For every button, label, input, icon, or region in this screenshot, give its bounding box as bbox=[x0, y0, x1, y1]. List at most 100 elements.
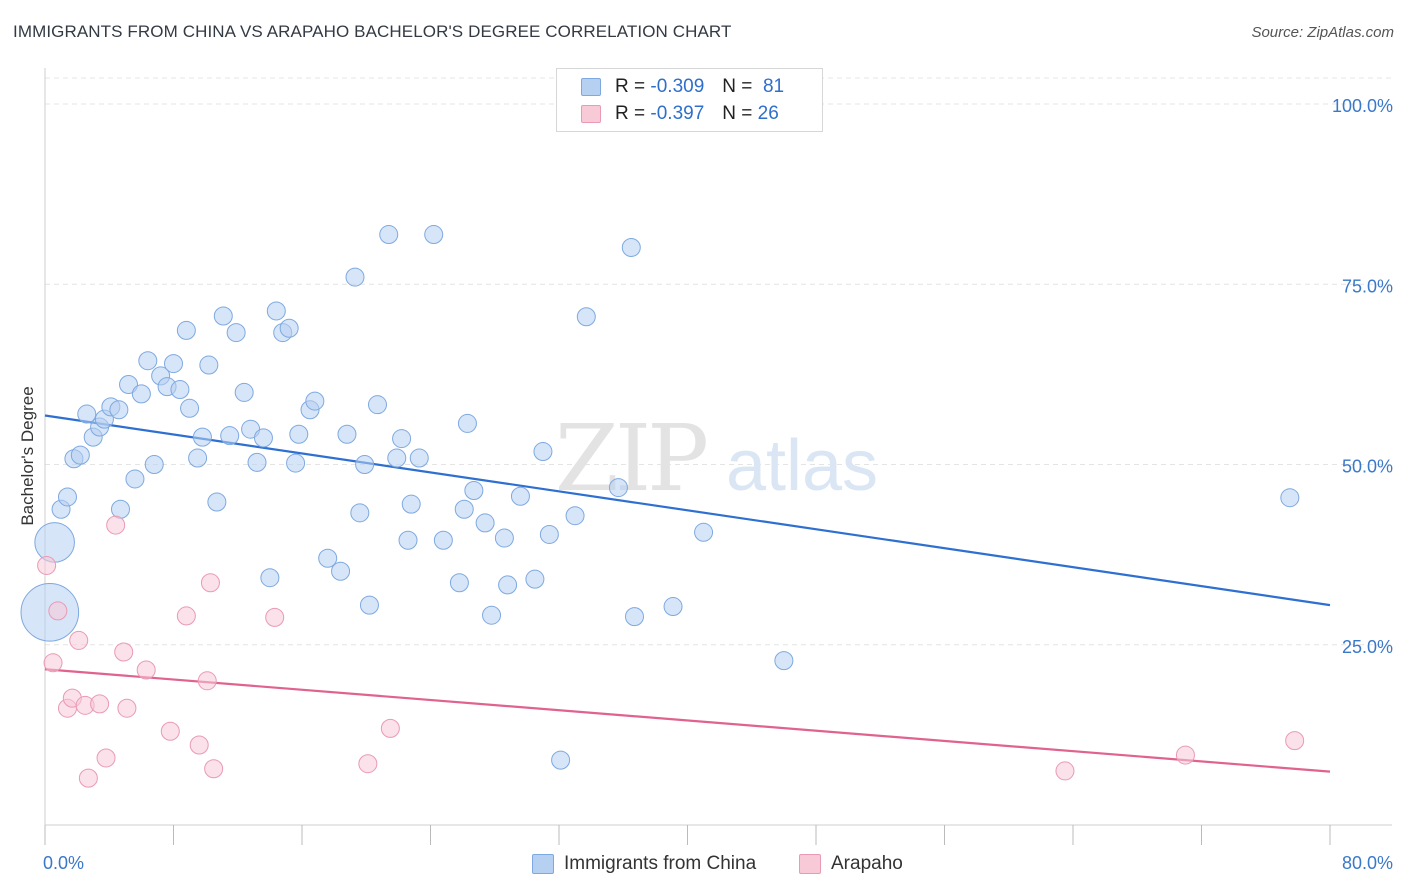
china-point[interactable] bbox=[482, 605, 502, 625]
china-point[interactable] bbox=[176, 320, 196, 340]
china-point[interactable] bbox=[266, 301, 286, 321]
china-point[interactable] bbox=[621, 238, 641, 258]
china-point[interactable] bbox=[192, 427, 212, 447]
china-point[interactable] bbox=[694, 522, 714, 542]
china-point[interactable] bbox=[188, 448, 208, 468]
china-point[interactable] bbox=[498, 575, 518, 595]
legend-item-arapaho[interactable]: Arapaho bbox=[799, 852, 903, 876]
china-point[interactable] bbox=[449, 573, 469, 593]
china-point[interactable] bbox=[119, 374, 139, 394]
china-point[interactable] bbox=[331, 561, 351, 581]
arapaho-point[interactable] bbox=[114, 642, 134, 662]
china-point[interactable] bbox=[576, 307, 596, 327]
arapaho-point[interactable] bbox=[136, 660, 156, 680]
china-point[interactable] bbox=[286, 453, 306, 473]
china-point[interactable] bbox=[289, 424, 309, 444]
china-point[interactable] bbox=[213, 306, 233, 326]
arapaho-point[interactable] bbox=[37, 555, 57, 575]
china-point[interactable] bbox=[77, 404, 97, 424]
china-point[interactable] bbox=[207, 492, 227, 512]
china-point[interactable] bbox=[234, 382, 254, 402]
china-swatch bbox=[581, 78, 601, 96]
china-point[interactable] bbox=[454, 499, 474, 519]
china-point[interactable] bbox=[367, 395, 387, 415]
arapaho-legend-swatch bbox=[799, 854, 821, 874]
arapaho-point[interactable] bbox=[200, 573, 220, 593]
arapaho-point[interactable] bbox=[1175, 745, 1195, 765]
china-point[interactable] bbox=[624, 607, 644, 627]
arapaho-point[interactable] bbox=[1055, 761, 1075, 781]
china-point[interactable] bbox=[131, 384, 151, 404]
china-point[interactable] bbox=[226, 323, 246, 343]
china-point[interactable] bbox=[305, 391, 325, 411]
arapaho-point[interactable] bbox=[69, 630, 89, 650]
china-point[interactable] bbox=[337, 424, 357, 444]
china-point[interactable] bbox=[608, 478, 628, 498]
arapaho-point[interactable] bbox=[1285, 731, 1305, 751]
china-point[interactable] bbox=[260, 568, 280, 588]
arapaho-point[interactable] bbox=[197, 671, 217, 691]
china-point[interactable] bbox=[392, 429, 412, 449]
china-point[interactable] bbox=[164, 354, 183, 374]
arapaho-point[interactable] bbox=[43, 653, 63, 673]
china-point[interactable] bbox=[199, 355, 219, 375]
china-point[interactable] bbox=[525, 569, 545, 589]
china-point[interactable] bbox=[433, 530, 453, 550]
china-point[interactable] bbox=[379, 225, 399, 245]
arapaho-point[interactable] bbox=[189, 735, 209, 755]
arapaho-point[interactable] bbox=[160, 721, 180, 741]
china-point[interactable] bbox=[409, 448, 429, 468]
china-point[interactable] bbox=[494, 528, 514, 548]
arapaho-point[interactable] bbox=[48, 601, 68, 621]
china-point[interactable] bbox=[510, 486, 530, 506]
china-point[interactable] bbox=[565, 506, 585, 526]
china-point[interactable] bbox=[424, 225, 444, 245]
china-point[interactable] bbox=[551, 750, 571, 770]
arapaho-point[interactable] bbox=[265, 607, 285, 627]
china-point[interactable] bbox=[279, 318, 299, 338]
watermark-atlas: atlas bbox=[726, 426, 878, 506]
china-point[interactable] bbox=[355, 455, 375, 475]
china-point[interactable] bbox=[34, 522, 75, 563]
china-point[interactable] bbox=[138, 351, 158, 371]
china-point[interactable] bbox=[318, 548, 338, 568]
china-point[interactable] bbox=[180, 398, 200, 418]
china-point[interactable] bbox=[125, 469, 145, 489]
arapaho-point[interactable] bbox=[176, 606, 196, 626]
china-point[interactable] bbox=[457, 413, 477, 433]
china-point[interactable] bbox=[401, 494, 421, 514]
china-point[interactable] bbox=[220, 426, 240, 446]
r-value: -0.397 bbox=[650, 103, 705, 124]
arapaho-point[interactable] bbox=[380, 718, 400, 738]
china-point[interactable] bbox=[110, 499, 130, 519]
watermark-zip: ZIP bbox=[555, 405, 706, 512]
china-point[interactable] bbox=[398, 530, 418, 550]
china-point[interactable] bbox=[1280, 488, 1300, 508]
china-point[interactable] bbox=[144, 455, 164, 475]
china-point[interactable] bbox=[533, 442, 553, 462]
legend-item-china[interactable]: Immigrants from China bbox=[532, 852, 756, 876]
china-point[interactable] bbox=[57, 487, 77, 507]
arapaho-point[interactable] bbox=[106, 515, 126, 535]
y-tick-label: 25.0% bbox=[1342, 637, 1393, 657]
china-point[interactable] bbox=[475, 513, 495, 533]
china-point[interactable] bbox=[70, 445, 90, 465]
china-point[interactable] bbox=[359, 595, 379, 615]
china-point[interactable] bbox=[170, 380, 190, 400]
china-point[interactable] bbox=[464, 480, 484, 500]
china-point[interactable] bbox=[253, 428, 273, 448]
arapaho-point[interactable] bbox=[358, 754, 378, 774]
arapaho-point[interactable] bbox=[78, 768, 98, 788]
china-point[interactable] bbox=[109, 400, 129, 420]
china-point[interactable] bbox=[247, 452, 267, 472]
china-point[interactable] bbox=[387, 448, 407, 468]
china-point[interactable] bbox=[774, 651, 794, 671]
china-point[interactable] bbox=[350, 503, 370, 523]
arapaho-point[interactable] bbox=[117, 698, 137, 718]
arapaho-point[interactable] bbox=[96, 748, 116, 768]
arapaho-point[interactable] bbox=[204, 759, 224, 779]
china-point[interactable] bbox=[345, 267, 365, 287]
china-point[interactable] bbox=[539, 524, 559, 544]
china-point[interactable] bbox=[663, 597, 683, 617]
arapaho-point[interactable] bbox=[90, 694, 110, 714]
